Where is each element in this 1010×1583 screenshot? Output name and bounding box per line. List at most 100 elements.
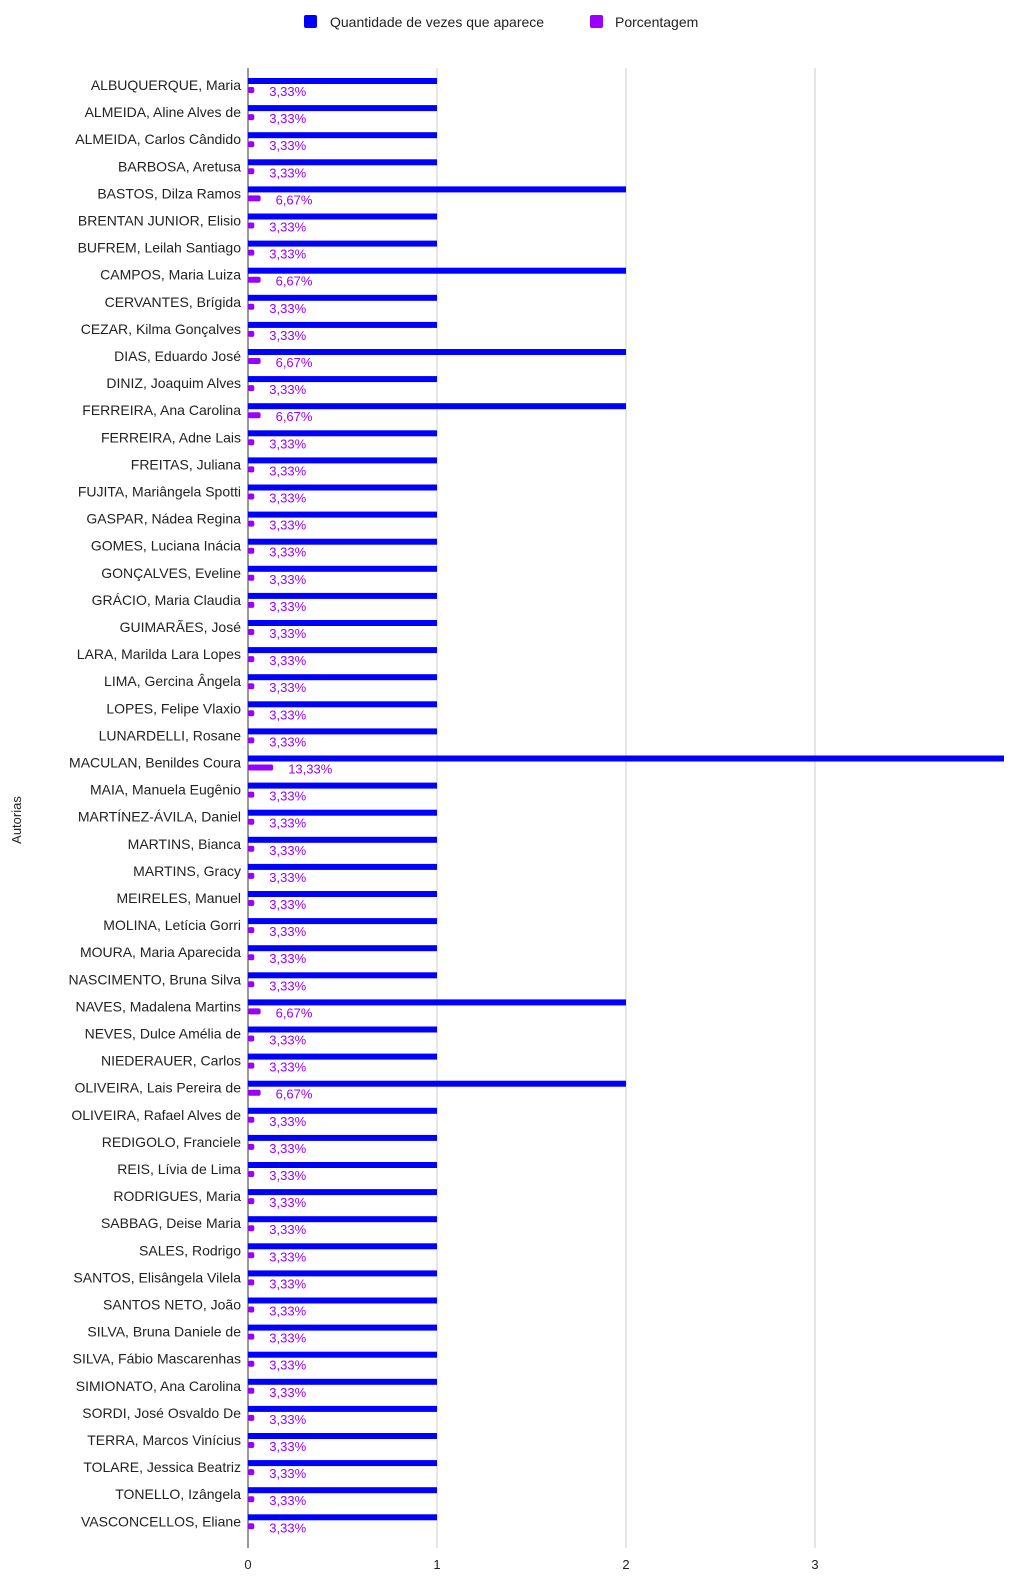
- bar-porcentagem: [248, 1225, 255, 1232]
- data-label-porcentagem: 3,33%: [269, 870, 306, 885]
- bar-quantidade: [248, 132, 437, 139]
- category-label: CERVANTES, Brígida: [105, 294, 242, 310]
- bar-quantidade: [248, 457, 437, 464]
- bar-porcentagem: [248, 412, 261, 419]
- bar-quantidade: [248, 294, 437, 301]
- bar-quantidade: [248, 1243, 437, 1250]
- data-label-porcentagem: 3,33%: [269, 789, 306, 804]
- category-label: SANTOS, Elisângela Vilela: [73, 1269, 241, 1285]
- bar-quantidade: [248, 1080, 626, 1087]
- data-label-porcentagem: 3,33%: [269, 1141, 306, 1156]
- bar-porcentagem: [248, 1306, 255, 1313]
- bar-quantidade: [248, 267, 626, 274]
- category-label: MARTÍNEZ-ÁVILA, Daniel: [78, 809, 241, 825]
- category-label: TERRA, Marcos Vinícius: [87, 1432, 241, 1448]
- category-label: VASCONCELLOS, Eliane: [81, 1513, 241, 1529]
- data-label-porcentagem: 3,33%: [269, 382, 306, 397]
- data-label-porcentagem: 3,33%: [269, 626, 306, 641]
- data-label-porcentagem: 3,33%: [269, 1195, 306, 1210]
- data-label-porcentagem: 3,33%: [269, 1276, 306, 1291]
- category-label: GONÇALVES, Eveline: [101, 565, 241, 581]
- category-label: MAIA, Manuela Eugênio: [90, 782, 241, 798]
- bar-quantidade: [248, 674, 437, 681]
- bar-porcentagem: [248, 493, 255, 500]
- data-label-porcentagem: 3,33%: [269, 734, 306, 749]
- bar-quantidade: [248, 240, 437, 247]
- bar-porcentagem: [248, 87, 255, 93]
- bar-porcentagem: [248, 683, 255, 690]
- bar-quantidade: [248, 1405, 437, 1412]
- category-label: GUIMARÃES, José: [120, 619, 242, 635]
- bar-quantidade: [248, 186, 626, 193]
- category-label: LARA, Marilda Lara Lopes: [77, 646, 241, 662]
- data-label-porcentagem: 3,33%: [269, 897, 306, 912]
- category-label: SALES, Rodrigo: [139, 1242, 241, 1258]
- data-label-porcentagem: 3,33%: [269, 301, 306, 316]
- bar-quantidade: [248, 1378, 437, 1385]
- data-label-porcentagem: 3,33%: [269, 1466, 306, 1481]
- bar-porcentagem: [248, 1360, 255, 1367]
- bar-porcentagem: [248, 1198, 255, 1205]
- data-label-porcentagem: 3,33%: [269, 1439, 306, 1454]
- bar-quantidade: [248, 1134, 437, 1141]
- bar-quantidade: [248, 376, 437, 383]
- data-label-porcentagem: 3,33%: [269, 247, 306, 262]
- category-label: GOMES, Luciana Inácia: [91, 538, 241, 554]
- category-label: MOLINA, Letícia Gorri: [103, 917, 241, 933]
- bar-porcentagem: [248, 791, 255, 798]
- bar-porcentagem: [248, 114, 255, 121]
- data-label-porcentagem: 3,33%: [269, 220, 306, 235]
- data-label-porcentagem: 3,33%: [269, 138, 306, 153]
- category-label: TONELLO, Izângela: [115, 1486, 241, 1502]
- category-label: ALMEIDA, Carlos Cândido: [75, 131, 241, 147]
- bar-quantidade: [248, 1351, 437, 1358]
- bar-porcentagem: [248, 520, 255, 527]
- bar-quantidade: [248, 782, 437, 789]
- data-label-porcentagem: 3,33%: [269, 1033, 306, 1048]
- category-label: DIAS, Eduardo José: [114, 348, 241, 364]
- data-label-porcentagem: 6,67%: [276, 355, 313, 370]
- bar-porcentagem: [248, 1143, 255, 1150]
- bar-porcentagem: [248, 276, 261, 283]
- bar-quantidade: [248, 1324, 437, 1331]
- bar-porcentagem: [248, 656, 255, 663]
- bar-porcentagem: [248, 1089, 261, 1096]
- bar-quantidade: [248, 647, 437, 654]
- category-label: BARBOSA, Aretusa: [118, 158, 241, 174]
- x-tick-label: 1: [433, 1557, 440, 1572]
- bar-quantidade: [248, 1053, 437, 1060]
- category-label: GRÁCIO, Maria Claudia: [92, 592, 242, 608]
- category-label: CEZAR, Kilma Gonçalves: [81, 321, 241, 337]
- category-label: SORDI, José Osvaldo De: [82, 1405, 241, 1421]
- data-label-porcentagem: 3,33%: [269, 463, 306, 478]
- data-label-porcentagem: 3,33%: [269, 843, 306, 858]
- category-label: MACULAN, Benildes Coura: [69, 755, 241, 771]
- bar-quantidade: [248, 403, 626, 410]
- bar-quantidade: [248, 1297, 437, 1304]
- data-label-porcentagem: 3,33%: [269, 1168, 306, 1183]
- bar-porcentagem: [248, 358, 261, 364]
- data-label-porcentagem: 3,33%: [269, 491, 306, 506]
- category-label: BASTOS, Dilza Ramos: [97, 185, 241, 201]
- bar-porcentagem: [248, 1469, 255, 1476]
- data-label-porcentagem: 3,33%: [269, 1385, 306, 1400]
- bars: 3,33% 3,33% 3,33% 3,33% 6,67% 3,33% 3,33% 6,67%…: [248, 78, 1004, 1535]
- bar-porcentagem: [248, 574, 255, 581]
- data-label-porcentagem: 3,33%: [269, 572, 306, 587]
- category-label: REIS, Lívia de Lima: [117, 1161, 241, 1177]
- bar-porcentagem: [248, 954, 255, 961]
- category-label: SILVA, Bruna Daniele de: [87, 1324, 241, 1340]
- bar-quantidade: [248, 863, 437, 870]
- bar-porcentagem: [248, 385, 255, 392]
- bar-quantidade: [248, 755, 1004, 762]
- bar-quantidade: [248, 809, 437, 816]
- legend-label-quantidade: Quantidade de vezes que aparece: [330, 14, 544, 30]
- category-label: ALMEIDA, Aline Alves de: [85, 104, 242, 120]
- data-label-porcentagem: 6,67%: [276, 409, 313, 424]
- data-label-porcentagem: 3,33%: [269, 84, 306, 99]
- bar-quantidade: [248, 1487, 437, 1494]
- x-tick-label: 0: [244, 1557, 251, 1572]
- category-label: MARTINS, Gracy: [133, 863, 241, 879]
- bar-quantidade: [248, 1189, 437, 1196]
- category-label: LIMA, Gercina Ângela: [104, 673, 241, 689]
